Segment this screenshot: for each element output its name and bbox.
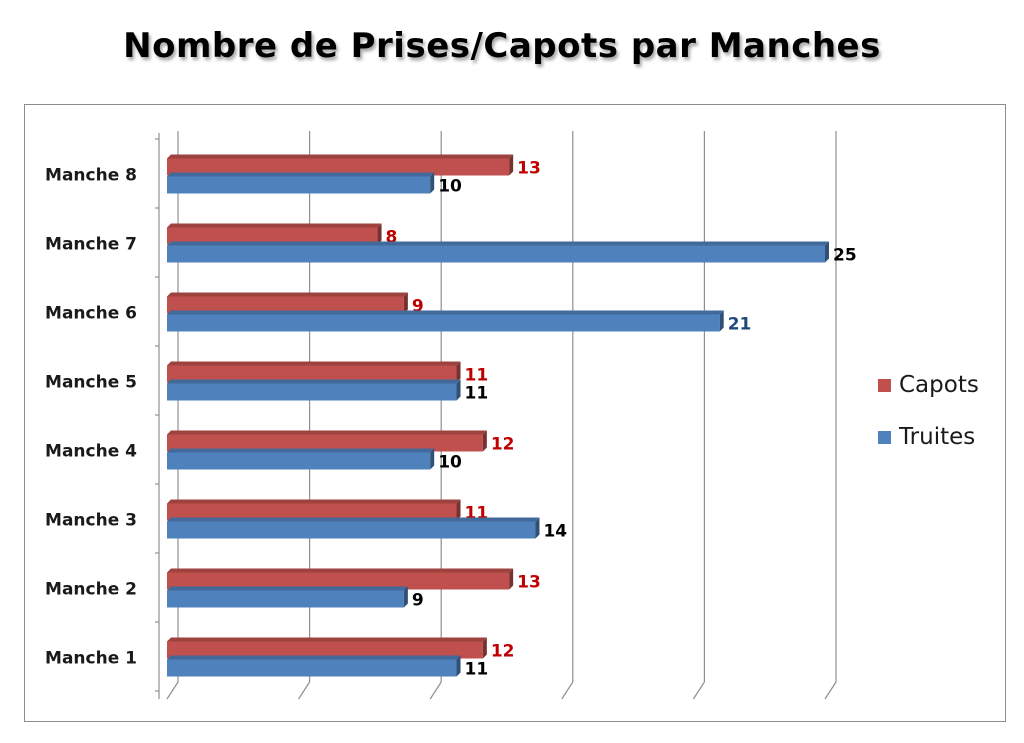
data-label: 25 <box>833 246 857 266</box>
bar-truites <box>167 521 536 539</box>
bar-end <box>403 292 408 314</box>
bar-top <box>167 361 461 366</box>
legend-swatch-truites <box>878 431 891 444</box>
bar-top <box>167 223 382 228</box>
bar-end <box>482 637 487 659</box>
bar-capots <box>167 296 404 314</box>
bar-capots <box>167 365 457 383</box>
bar-top <box>167 172 435 177</box>
bar-end <box>509 154 514 176</box>
category-label: Manche 5 <box>45 373 137 393</box>
category-label: Manche 1 <box>45 649 137 669</box>
bar-truites <box>167 659 457 677</box>
bar-top <box>167 655 461 660</box>
bar-truites <box>167 383 457 401</box>
bar-end <box>456 379 461 401</box>
bar-top <box>167 586 408 591</box>
bar-capots <box>167 434 483 452</box>
gridline-floor <box>561 681 574 700</box>
bar-capots <box>167 158 510 176</box>
data-label: 14 <box>543 522 567 542</box>
legend-label-truites: Truites <box>898 424 975 450</box>
data-label: 11 <box>465 366 489 386</box>
category-label: Manche 7 <box>45 235 137 255</box>
bar-end <box>535 517 540 539</box>
bar-top <box>167 568 514 573</box>
data-label: 9 <box>412 297 424 317</box>
bar-top <box>167 430 487 435</box>
bar-end <box>430 448 435 470</box>
data-label: 13 <box>517 159 541 179</box>
data-label: 21 <box>728 315 752 335</box>
category-label: Manche 8 <box>45 166 137 186</box>
legend-swatch-capots <box>878 379 891 392</box>
data-label: 8 <box>386 228 398 248</box>
data-label: 10 <box>438 453 462 473</box>
data-label: 12 <box>491 642 515 662</box>
data-label: 9 <box>412 591 424 611</box>
bar-top <box>167 517 540 522</box>
bar-end <box>456 499 461 521</box>
chart-title: Nombre de Prises/Capots par Manches <box>123 26 881 66</box>
bar-capots <box>167 227 378 245</box>
data-label: 12 <box>491 435 515 455</box>
gridline-floor <box>429 681 442 700</box>
bar-capots <box>167 503 457 521</box>
category-label: Manche 4 <box>45 442 137 462</box>
bar-top <box>167 241 829 246</box>
bar-truites <box>167 314 720 332</box>
bar-top <box>167 499 461 504</box>
bar-end <box>825 241 829 263</box>
bar-truites <box>167 176 431 194</box>
bar-end <box>456 361 461 383</box>
bar-top <box>167 448 435 453</box>
bar-top <box>167 292 408 297</box>
bar-end <box>719 310 724 332</box>
data-label: 10 <box>438 177 462 197</box>
bar-end <box>509 568 514 590</box>
bar-truites <box>167 590 404 608</box>
gridline-floor <box>166 681 179 700</box>
category-label: Manche 2 <box>45 580 137 600</box>
category-label: Manche 3 <box>45 511 137 531</box>
data-label: 11 <box>465 660 489 680</box>
bar-top <box>167 379 461 384</box>
data-label: 13 <box>517 573 541 593</box>
legend-label-capots: Capots <box>899 372 979 398</box>
bar-truites <box>167 452 431 470</box>
bar-top <box>167 637 487 642</box>
bar-top <box>167 154 514 159</box>
chart-area: Manche 1 12 11 Manche 2 13 9 Manche 3 11 14 Manch… <box>24 104 1006 722</box>
bar-top <box>167 310 724 315</box>
bar-end <box>403 586 408 608</box>
bar-capots <box>167 641 483 659</box>
bar-capots <box>167 572 510 590</box>
bar-end <box>456 655 461 677</box>
gridline-floor <box>824 681 837 700</box>
category-label: Manche 6 <box>45 304 137 324</box>
data-label: 11 <box>465 384 489 404</box>
bar-end <box>377 223 382 245</box>
bar-end <box>430 172 435 194</box>
bar-truites <box>167 245 825 263</box>
gridline-floor <box>298 681 311 700</box>
gridline-floor <box>692 681 705 700</box>
bar-end <box>482 430 487 452</box>
